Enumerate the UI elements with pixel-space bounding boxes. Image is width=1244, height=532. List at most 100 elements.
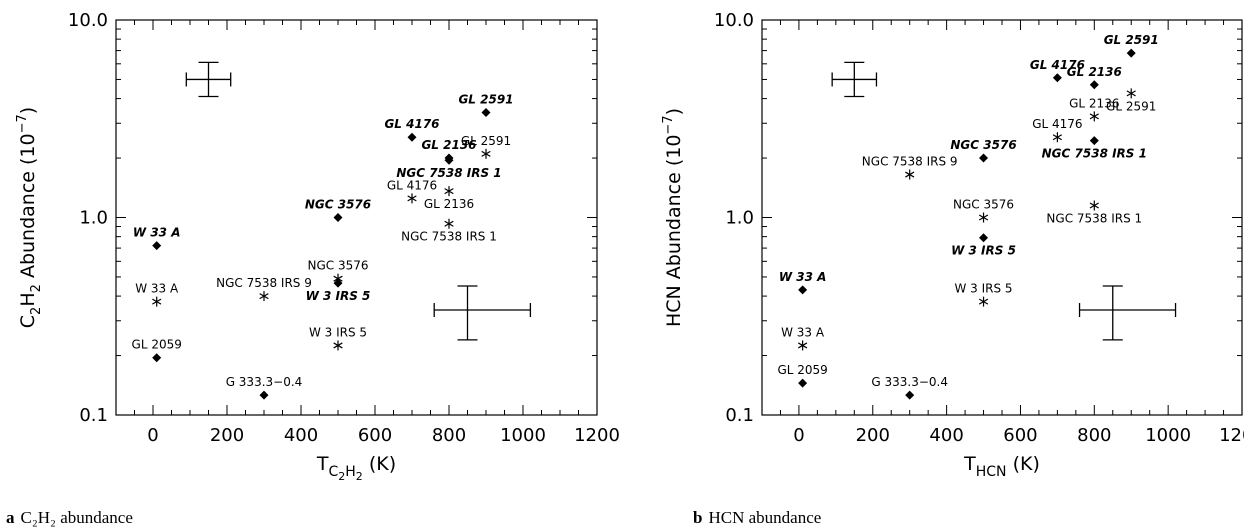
caption-a-text: C₂H₂ abundance	[20, 508, 133, 527]
data-point-star: NGC 7538 IRS 9	[216, 276, 312, 302]
star-stroke	[978, 298, 989, 305]
error-cross	[1078, 285, 1177, 341]
diamond-marker	[979, 233, 989, 243]
data-point-star: W 33 A	[781, 325, 825, 351]
diamond-marker	[407, 132, 417, 142]
x-tick-label: 400	[284, 425, 318, 446]
point-label: GL 2059	[777, 363, 827, 377]
star-stroke	[152, 298, 162, 305]
y-tick-label: 10.0	[68, 10, 108, 31]
chart-panel-a: 0 200 400 600 800 1000 1200 0.1 1.0 10.0 TC2H2 (K)…	[15, 10, 620, 483]
point-label: NGC 3576	[305, 198, 371, 212]
data-point-diamond: GL 4176	[384, 117, 440, 142]
data-point-diamond: G 333.3−0.4	[226, 375, 303, 400]
caption-a: a C₂H₂ abundance	[6, 508, 133, 528]
star-stroke	[444, 188, 454, 195]
point-label: GL 2591	[1104, 33, 1159, 47]
star-stroke	[333, 342, 343, 349]
diamond-marker	[979, 153, 989, 163]
star-stroke	[407, 195, 417, 202]
point-label: GL 2136	[1069, 96, 1119, 110]
point-label: W 33 A	[135, 282, 179, 296]
y-axis-title: HCN Abundance (10−7)	[661, 108, 685, 327]
point-label: GL 4176	[384, 117, 439, 131]
x-tick-label: 0	[147, 425, 158, 446]
point-label: GL 2136	[421, 138, 476, 152]
star-stroke	[797, 342, 808, 349]
point-label: W 3 IRS 5	[309, 325, 367, 339]
diamond-marker	[1052, 73, 1062, 83]
point-label: W 33 A	[781, 325, 825, 339]
diamond-marker	[152, 353, 162, 363]
diamond-marker	[1126, 48, 1136, 58]
point-label: G 333.3−0.4	[226, 375, 303, 389]
data-point-star: W 33 A	[135, 282, 179, 307]
point-label: NGC 7538 IRS 9	[216, 276, 312, 290]
point-label: NGC 7538 IRS 9	[862, 155, 958, 169]
x-axis-title: TC2H2 (K)	[316, 453, 396, 483]
data-point-diamond: W 3 IRS 5	[951, 233, 1016, 258]
data-point-star: NGC 7538 IRS 9	[862, 155, 958, 180]
data-point-star: GL 2591	[1106, 88, 1156, 113]
point-label: NGC 3576	[950, 138, 1016, 152]
star-stroke	[1052, 134, 1063, 141]
x-tick-label: 1200	[574, 425, 620, 446]
caption-a-letter: a	[6, 508, 15, 527]
data-point-diamond: GL 2136	[1067, 65, 1122, 90]
data-point-diamond: GL 2591	[458, 93, 514, 118]
point-label: NGC 7538 IRS 1	[1046, 212, 1142, 226]
star-stroke	[1126, 90, 1136, 97]
point-label: W 33 A	[133, 226, 181, 240]
diamond-marker	[481, 108, 491, 118]
figure-canvas: 0 200 400 600 800 1000 1200 0.1 1.0 10.0 TC2H2 (K)…	[15, 10, 1244, 483]
data-point-diamond: G 333.3−0.4	[871, 375, 948, 400]
x-tick-label: 800	[1077, 425, 1111, 446]
diamond-marker	[333, 278, 343, 288]
x-tick-label: 200	[210, 425, 244, 446]
y-tick-label: 0.1	[79, 405, 108, 426]
data-point-diamond: NGC 7538 IRS 1	[396, 155, 502, 180]
data-point-diamond: W 33 A	[779, 270, 826, 295]
point-label: GL 2136	[424, 197, 474, 211]
point-label: GL 2591	[461, 134, 511, 148]
data-point-star: GL 2136	[424, 186, 474, 211]
point-label: NGC 7538 IRS 1	[396, 166, 501, 180]
diamond-marker	[152, 241, 162, 251]
x-tick-label: 600	[358, 425, 392, 446]
data-point-diamond: NGC 3576	[305, 198, 371, 222]
data-point-star: W 3 IRS 5	[954, 282, 1013, 307]
data-point-diamond: GL 2059	[132, 338, 182, 363]
star-stroke	[444, 220, 454, 227]
point-label: NGC 7538 IRS 1	[401, 230, 497, 244]
y-tick-label: 10.0	[714, 10, 754, 31]
data-point-diamond: GL 2591	[1104, 33, 1159, 58]
star-stroke	[905, 171, 915, 178]
point-label: W 3 IRS 5	[954, 282, 1012, 296]
point-label: NGC 3576	[307, 259, 368, 273]
diamond-marker	[333, 213, 343, 222]
diamond-marker	[1089, 136, 1099, 146]
data-point-star: W 3 IRS 5	[309, 325, 367, 351]
star-stroke	[1089, 113, 1099, 120]
y-tick-label: 0.1	[725, 405, 754, 426]
data-point-diamond: GL 4176	[1030, 58, 1085, 83]
caption-b-text: HCN abundance	[708, 508, 822, 527]
diamond-marker	[444, 155, 454, 165]
x-tick-label: 1000	[500, 425, 546, 446]
error-cross	[831, 61, 878, 98]
star-stroke	[978, 214, 989, 221]
y-tick-label: 1.0	[79, 208, 108, 229]
data-point-diamond: W 33 A	[133, 226, 181, 251]
point-label: W 3 IRS 5	[951, 244, 1016, 258]
point-label: GL 4176	[1030, 58, 1085, 72]
x-tick-label: 1200	[1219, 425, 1244, 446]
diamond-marker	[905, 390, 915, 400]
data-point-star: GL 2136	[1069, 96, 1119, 122]
x-tick-label: 200	[856, 425, 890, 446]
point-label: GL 2136	[1067, 65, 1122, 79]
error-cross	[433, 285, 532, 341]
data-point-star: NGC 7538 IRS 1	[1046, 200, 1142, 226]
error-cross	[185, 61, 232, 98]
data-point-diamond: NGC 3576	[950, 138, 1017, 163]
x-tick-label: 0	[793, 425, 804, 446]
